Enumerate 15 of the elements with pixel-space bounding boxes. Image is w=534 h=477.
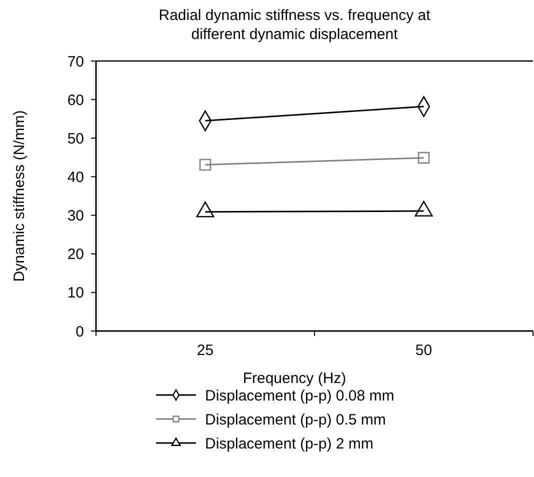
y-tick-label: 10 <box>67 284 84 302</box>
y-tick-label: 0 <box>76 323 84 340</box>
y-axis-title: Dynamic stiffness (N/mm) <box>11 110 28 282</box>
legend-label: Displacement (p-p) 0.5 mm <box>205 411 386 428</box>
y-tick-label: 70 <box>67 53 84 70</box>
legend-label: Displacement (p-p) 0.08 mm <box>205 387 394 404</box>
x-tick-label: 25 <box>196 342 214 359</box>
y-tick-label: 50 <box>67 130 84 148</box>
x-axis-title: Frequency (Hz) <box>242 370 346 387</box>
legend-label: Displacement (p-p) 2 mm <box>205 435 374 452</box>
y-tick-label: 40 <box>67 168 84 186</box>
y-tick-label: 60 <box>67 92 84 109</box>
y-tick-label: 30 <box>67 208 84 225</box>
chart-title: Radial dynamic stiffness vs. frequency at different dynamic displacement <box>158 7 432 43</box>
y-tick-label: 20 <box>67 246 84 264</box>
